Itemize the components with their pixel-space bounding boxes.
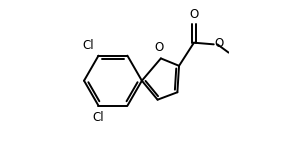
Text: O: O <box>215 37 224 50</box>
Text: O: O <box>189 8 199 21</box>
Text: O: O <box>154 41 164 54</box>
Text: Cl: Cl <box>83 38 94 52</box>
Text: Cl: Cl <box>93 111 104 124</box>
